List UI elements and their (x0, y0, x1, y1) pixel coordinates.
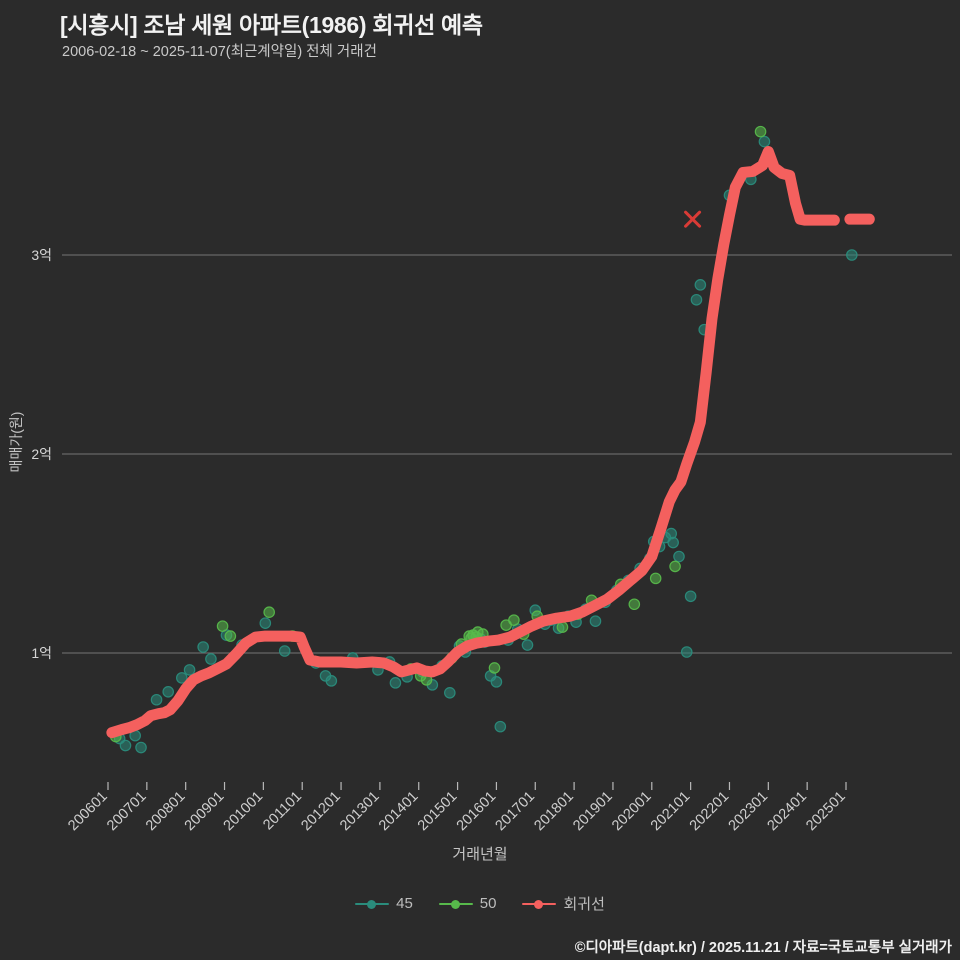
scatter-point (684, 590, 697, 603)
scatter-point (197, 641, 209, 653)
x-tick-label: 201101 (260, 789, 305, 834)
legend-label: 50 (479, 895, 497, 912)
legend-label: 45 (396, 895, 413, 912)
y-axis-title: 매매가(원) (8, 411, 24, 473)
legend-item[interactable]: 50 (438, 895, 497, 912)
scatter-point (754, 125, 767, 138)
x-tick-label: 201701 (493, 789, 539, 835)
scatter-point (224, 630, 237, 642)
scatter-point (694, 279, 707, 291)
scatter-point (649, 572, 662, 585)
scatter-point (680, 646, 693, 658)
y-axis-ticks: 1억 2억 3억 (31, 247, 52, 661)
scatter-point (521, 639, 534, 651)
legend-swatch-icon (438, 897, 473, 911)
x-tick-label: 202101 (648, 789, 694, 835)
x-tick-label: 202501 (803, 789, 849, 835)
x-tick-label: 200701 (104, 789, 150, 835)
chart-markers (684, 210, 702, 228)
scatter-point (162, 685, 175, 698)
x-tick-label: 201801 (531, 789, 577, 835)
scatter-point (150, 693, 163, 706)
x-tick-label: 201401 (376, 789, 422, 835)
scatter-point (205, 653, 217, 665)
x-tick-label: 201501 (415, 789, 461, 835)
scatter-point (278, 645, 291, 657)
footer-credit: ©디아파트(dapt.kr) / 2025.11.21 / 자료=국토교통부 실… (574, 940, 952, 956)
x-tick-label: 201601 (454, 789, 500, 835)
regression-line (106, 146, 875, 739)
scatter-point (183, 664, 196, 676)
gridlines (62, 254, 952, 654)
scatter-point (628, 598, 641, 611)
scatter-point (263, 606, 275, 619)
scatter-point (135, 741, 147, 754)
y-tick-label: 2억 (31, 446, 52, 462)
legend-swatch-icon (522, 897, 557, 911)
scatter-point (216, 620, 229, 632)
x-tick-label: 202001 (609, 789, 655, 835)
scatter-series-50 (109, 125, 767, 743)
legend-swatch-icon (355, 897, 390, 911)
x-axis-title: 거래년월 (452, 846, 508, 863)
legend-item[interactable]: 회귀선 (522, 893, 605, 914)
chart-subtitle: 2006-02-18 ~ 2025-11-07(최근계약일) 전체 거래건 (62, 44, 377, 60)
x-tick-label: 201001 (221, 789, 267, 835)
scatter-point (669, 560, 681, 573)
x-axis-ticks: 2006012007012008012009012010012011012012… (65, 782, 849, 834)
scatter-point (490, 676, 503, 688)
legend-item[interactable]: 45 (355, 895, 413, 912)
scatter-point (325, 675, 338, 687)
scatter-point (488, 662, 501, 674)
x-tick-label: 202301 (726, 789, 772, 835)
x-tick-label: 201301 (337, 789, 383, 835)
legend-label: 회귀선 (563, 896, 605, 913)
x-tick-label: 201901 (570, 789, 616, 835)
y-tick-label: 1억 (31, 645, 52, 661)
scatter-point (389, 677, 402, 689)
scatter-point (494, 720, 507, 733)
scatter-point (259, 617, 272, 629)
scatter-point (119, 739, 132, 752)
page-title: [시흥시] 조남 세원 아파트(1986) 회귀선 예측 (60, 12, 483, 38)
scatter-point (673, 550, 685, 563)
scatter-point (589, 615, 602, 627)
y-tick-label: 3억 (31, 247, 52, 263)
scatter-point (846, 249, 858, 261)
scatter-point (176, 672, 188, 684)
x-tick-label: 200601 (65, 789, 111, 835)
x-tick-label: 202201 (687, 789, 733, 835)
x-tick-label: 202401 (764, 789, 810, 835)
x-tick-label: 201201 (298, 789, 344, 835)
scatter-point (444, 686, 456, 699)
scatter-point (667, 536, 679, 549)
regression-path (106, 146, 840, 739)
scatter-point (758, 135, 771, 148)
chart-legend: 45 50 회귀선 (0, 893, 960, 914)
x-marker (684, 210, 702, 228)
scatter-point (690, 293, 703, 306)
x-tick-label: 200801 (143, 789, 189, 835)
scatter-point (508, 614, 520, 626)
scatter-point (556, 621, 569, 633)
x-tick-label: 200901 (182, 789, 228, 835)
